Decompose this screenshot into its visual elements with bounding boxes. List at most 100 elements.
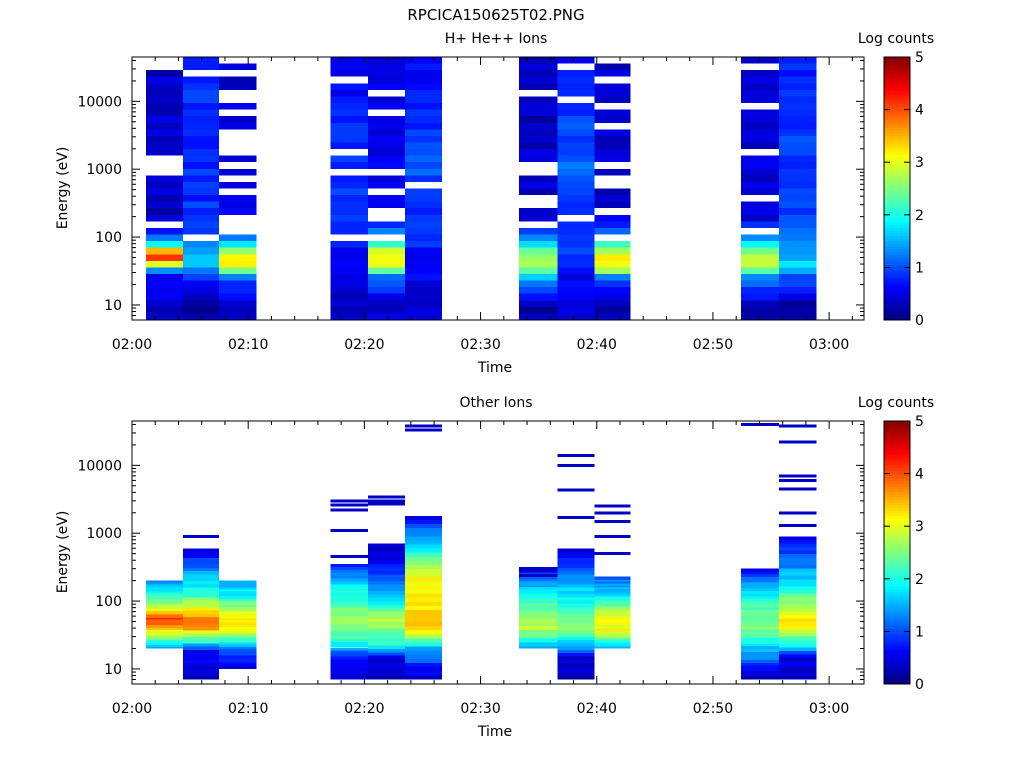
colorbar-segment	[884, 220, 910, 224]
colorbar-segment	[884, 499, 910, 504]
spectrogram-cell	[594, 632, 631, 635]
spectrogram-cell	[145, 175, 184, 182]
colorbar-segment	[884, 177, 910, 182]
sparse-count-line	[330, 508, 368, 512]
spectrogram-cell	[594, 596, 631, 599]
colorbar-segment	[884, 149, 910, 153]
spectrogram-cell	[557, 626, 595, 631]
colorbar-segment	[884, 623, 910, 627]
spectrogram-cell	[779, 600, 817, 605]
spectrogram-cell	[518, 181, 558, 189]
colorbar-segment	[884, 681, 910, 685]
spectrogram-cell	[219, 604, 257, 608]
spectrogram-cell	[219, 591, 257, 594]
spectrogram-cell	[594, 273, 631, 281]
colorbar-segment	[884, 83, 910, 87]
spectrogram-cell	[557, 663, 595, 667]
spectrogram-cell	[518, 601, 558, 604]
spectrogram-cell	[518, 617, 558, 620]
y-tick-label: 1000	[86, 162, 122, 178]
spectrogram-cell	[740, 643, 780, 647]
spectrogram-cell	[518, 607, 558, 610]
colorbar-segment	[884, 515, 910, 519]
colorbar-segment	[884, 657, 910, 661]
spectrogram-cell	[518, 273, 558, 281]
spectrogram-cell	[183, 273, 220, 281]
colorbar-segment	[884, 497, 910, 501]
spectrogram-cell	[367, 254, 406, 261]
spectrogram-cell	[145, 70, 184, 77]
spectrogram-cell	[740, 673, 780, 677]
colorbar-segment	[884, 539, 910, 543]
colorbar-segment	[884, 196, 910, 200]
spectrogram-cell	[557, 70, 595, 77]
colorbar-segment	[884, 141, 910, 145]
spectrogram-cell	[518, 611, 558, 614]
spectrogram-cell	[145, 606, 184, 608]
colorbar-segment	[884, 233, 910, 237]
spectrogram-cell	[367, 195, 406, 202]
spectrogram-cell	[405, 63, 443, 71]
spectrogram-cell	[330, 241, 368, 248]
sparse-count-line	[367, 499, 406, 503]
x-tick-label: 02:50	[693, 701, 733, 717]
spectrogram-cell	[779, 611, 817, 616]
colorbar-tick-label: 1	[915, 260, 924, 276]
spectrogram-cell	[557, 649, 595, 654]
spectrogram-cell	[219, 602, 257, 605]
spectrogram-cell	[367, 594, 406, 599]
spectrogram-cell	[405, 618, 443, 623]
spectrogram-cell	[779, 208, 817, 215]
spectrogram-cell	[557, 109, 595, 117]
spectrogram-cell	[779, 103, 817, 110]
spectrogram-cell	[405, 585, 443, 590]
spectrogram-cell	[183, 564, 220, 568]
x-tick-label: 02:30	[460, 337, 500, 353]
sparse-count-line	[779, 478, 817, 482]
colorbar-segment	[884, 259, 910, 263]
spectrogram-cell	[779, 668, 817, 673]
spectrogram-cell	[594, 623, 631, 626]
spectrogram-cell	[405, 168, 443, 176]
spectrogram-cell	[594, 612, 631, 615]
spectrogram-cell	[557, 142, 595, 150]
spectrogram-cell	[594, 168, 631, 176]
spectrogram-cell	[518, 208, 558, 215]
spectrogram-cell	[219, 655, 257, 658]
colorbar-segment	[884, 565, 910, 569]
spectrogram-cell	[405, 76, 443, 84]
colorbar-segment	[884, 201, 910, 205]
spectrogram-cell	[145, 638, 184, 641]
colorbar-segment	[884, 314, 910, 318]
other-ions-ylabel: Energy (eV)	[55, 511, 71, 594]
colorbar-segment	[884, 109, 910, 113]
spectrogram-cell	[183, 267, 220, 274]
spectrogram-cell	[557, 597, 595, 601]
spectrogram-cell	[405, 313, 443, 320]
colorbar-segment	[884, 468, 910, 472]
spectrogram-cell	[219, 620, 257, 623]
colorbar-segment	[884, 573, 910, 577]
spectrogram-cell	[557, 175, 595, 182]
other-ions-xlabel: Time	[477, 724, 512, 740]
spectrogram-cell	[145, 582, 184, 585]
spectrogram-cell	[594, 608, 631, 611]
spectrogram-cell	[405, 577, 443, 582]
colorbar-segment	[884, 660, 910, 664]
spectrogram-cell	[557, 558, 595, 562]
spectrogram-cell	[145, 645, 184, 647]
spectrogram-cell	[557, 630, 595, 634]
spectrogram-cell	[518, 628, 558, 631]
spectrogram-cell	[183, 280, 220, 288]
colorbar-segment	[884, 444, 910, 448]
sparse-count-line	[367, 495, 406, 499]
spectrogram-cell	[183, 89, 220, 97]
colorbar-segment	[884, 206, 910, 211]
spectrogram-cell	[183, 313, 220, 320]
spectrogram-cell	[740, 96, 780, 104]
spectrogram-cell	[557, 247, 595, 255]
spectrogram-cell	[405, 642, 443, 647]
sparse-count-line	[518, 573, 558, 577]
colorbar-segment	[884, 306, 910, 310]
